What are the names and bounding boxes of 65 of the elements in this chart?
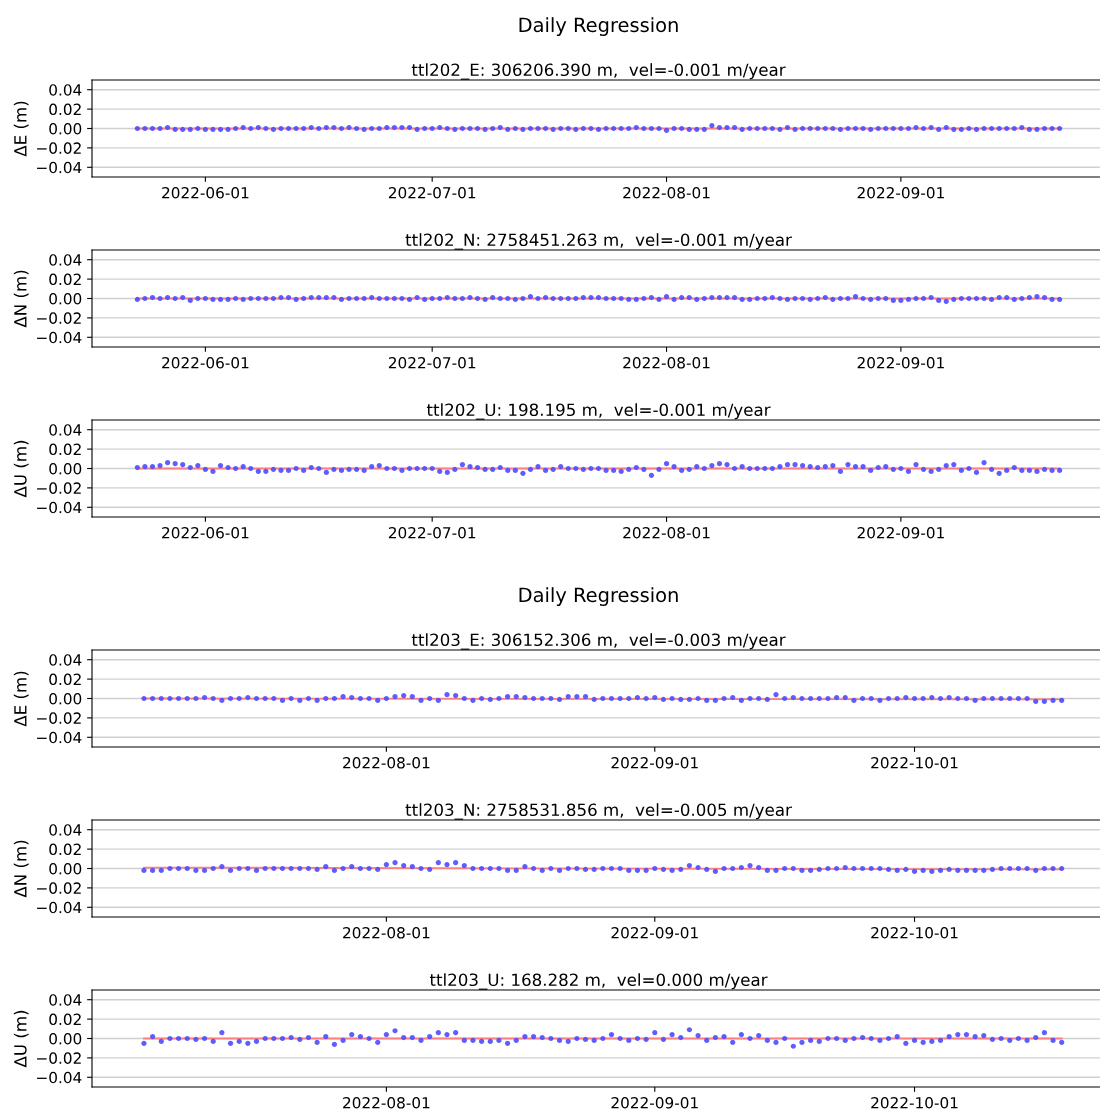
y-tick-label: −0.04: [37, 501, 82, 514]
x-tick-label: 2022-09-01: [857, 356, 944, 369]
chart-subtitle: ttl203_N: 2758531.856 m, vel=-0.005 m/year: [405, 803, 792, 820]
y-tick-label: 0.04: [49, 654, 82, 666]
y-tick-label: 0.04: [49, 994, 82, 1006]
x-tick-label: 2022-09-01: [611, 756, 698, 769]
y-tick-label: 0.02: [49, 443, 81, 456]
x-tick-label: 2022-06-01: [162, 356, 249, 369]
y-tick-label: −0.04: [37, 901, 82, 914]
x-tick-label: 2022-07-01: [388, 526, 476, 539]
y-tick-label: −0.02: [37, 712, 81, 724]
chart-subtitle: ttl202_U: 198.195 m, vel=-0.001 m/year: [426, 403, 771, 420]
y-axis-title: ΔN (m): [13, 270, 29, 328]
y-tick-label: 0.04: [49, 84, 82, 96]
x-tick-label: 2022-08-01: [343, 756, 430, 769]
x-tick-label: 2022-07-01: [388, 186, 476, 199]
x-tick-label: 2022-10-01: [871, 756, 958, 769]
y-axis-title: ΔN (m): [13, 840, 29, 898]
x-tick-label: 2022-08-01: [623, 186, 710, 199]
chart-subtitle: ttl203_U: 168.282 m, vel=0.000 m/year: [429, 973, 768, 990]
chart-subtitle: ttl202_N: 2758451.263 m, vel=-0.001 m/year: [405, 233, 792, 250]
x-tick-label: 2022-08-01: [343, 926, 430, 939]
y-tick-label: 0.02: [49, 103, 81, 116]
y-tick-label: 0.00: [49, 1032, 82, 1045]
chart-title: Daily Regression: [519, 17, 678, 36]
y-tick-label: 0.04: [49, 824, 82, 836]
y-tick-label: 0.00: [49, 862, 82, 875]
y-axis-title: ΔE (m): [13, 671, 29, 727]
y-tick-label: 0.04: [49, 424, 82, 436]
y-tick-label: 0.04: [49, 254, 82, 266]
y-tick-label: 0.00: [49, 462, 82, 475]
x-tick-label: 2022-08-01: [343, 1096, 430, 1109]
x-tick-label: 2022-06-01: [162, 526, 249, 539]
y-tick-label: 0.02: [49, 673, 81, 686]
x-tick-label: 2022-07-01: [388, 356, 476, 369]
y-tick-label: 0.00: [49, 122, 82, 135]
y-tick-label: −0.02: [37, 1052, 81, 1064]
x-tick-label: 2022-09-01: [611, 926, 698, 939]
y-tick-label: −0.04: [37, 161, 82, 174]
x-tick-label: 2022-10-01: [871, 926, 958, 939]
chart-subtitle: ttl202_E: 306206.390 m, vel=-0.001 m/year: [411, 63, 786, 80]
y-tick-label: −0.04: [37, 1071, 82, 1084]
chart-title: Daily Regression: [519, 587, 678, 606]
y-tick-label: −0.02: [37, 882, 81, 894]
x-tick-label: 2022-09-01: [857, 186, 944, 199]
chart-subtitle: ttl203_E: 306152.306 m, vel=-0.003 m/year: [411, 633, 786, 650]
y-tick-label: −0.02: [37, 312, 81, 324]
y-axis-title: ΔU (m): [13, 1010, 29, 1068]
y-tick-label: 0.02: [49, 843, 81, 856]
x-tick-label: 2022-09-01: [611, 1096, 698, 1109]
y-tick-label: 0.00: [49, 692, 82, 705]
y-tick-label: −0.02: [37, 482, 81, 494]
x-tick-label: 2022-10-01: [871, 1096, 958, 1109]
y-tick-label: 0.00: [49, 292, 82, 305]
x-tick-label: 2022-06-01: [162, 186, 249, 199]
y-tick-label: −0.02: [37, 142, 81, 154]
x-tick-label: 2022-08-01: [623, 356, 710, 369]
y-axis-title: ΔU (m): [13, 440, 29, 498]
x-tick-label: 2022-09-01: [857, 526, 944, 539]
y-tick-label: 0.02: [49, 273, 81, 286]
y-tick-label: 0.02: [49, 1013, 81, 1026]
y-axis-title: ΔE (m): [13, 101, 29, 157]
y-tick-label: −0.04: [37, 731, 82, 744]
y-tick-label: −0.04: [37, 331, 82, 344]
x-tick-label: 2022-08-01: [623, 526, 710, 539]
